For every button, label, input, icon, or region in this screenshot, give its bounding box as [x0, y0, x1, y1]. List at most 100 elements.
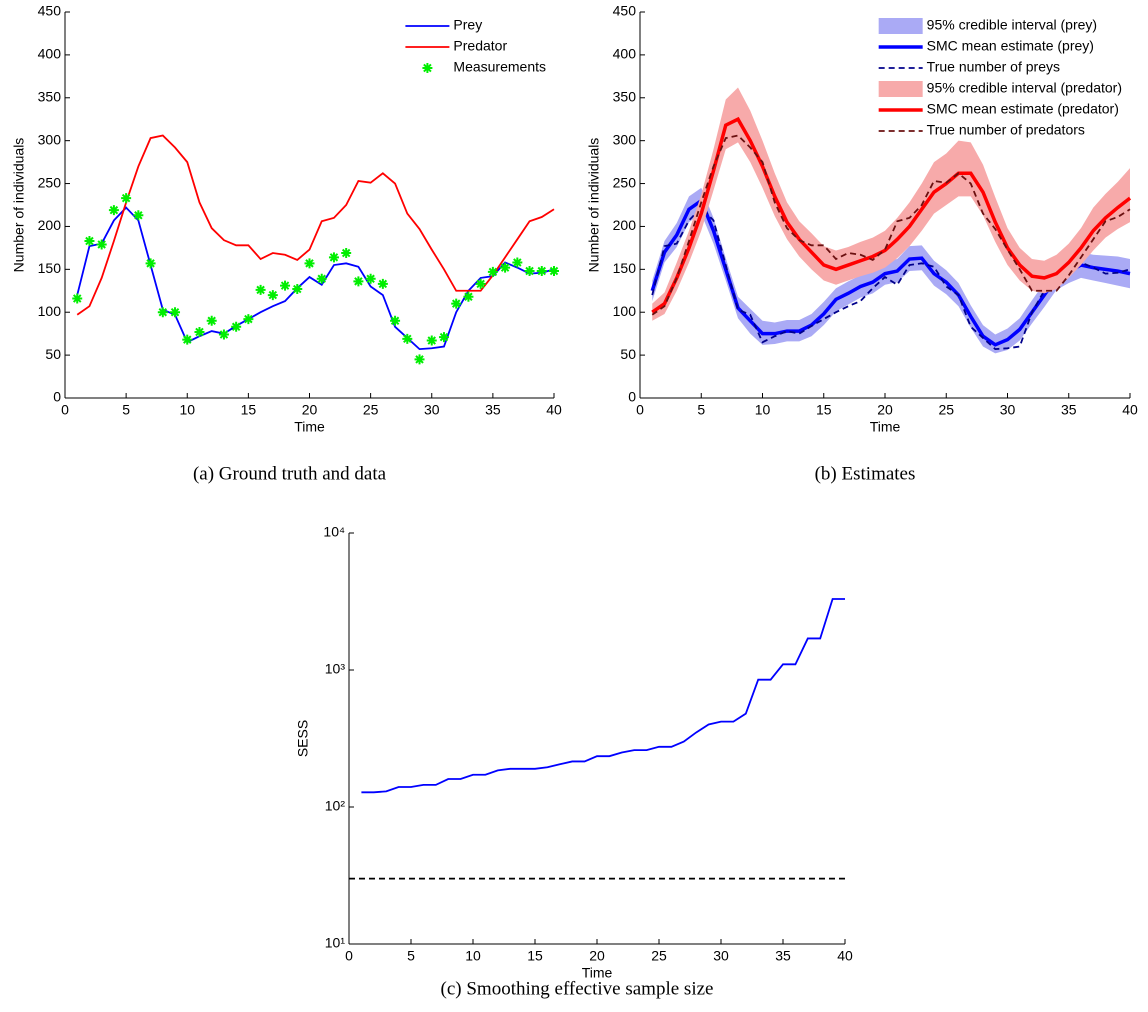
y-tick-label: 300: [38, 131, 62, 147]
x-tick-label: 20: [302, 402, 318, 418]
x-tick-label: 40: [546, 402, 562, 418]
legend-label: True number of preys: [927, 59, 1060, 75]
legend-label: Prey: [453, 17, 482, 33]
y-axis-label: Number of individuals: [586, 138, 602, 273]
measurement-marker: [170, 307, 181, 318]
y-tick-label: 10²: [325, 798, 346, 814]
x-axis-label: Time: [582, 965, 613, 981]
series-line: [76, 206, 555, 351]
chart: 0 5 10 15 20 25 30 35 40050100150200250300350400…: [11, 3, 562, 485]
x-tick-label: 0: [61, 402, 69, 418]
measurement-marker: [145, 258, 156, 269]
x-tick-label: 35: [485, 402, 501, 418]
y-tick-label: 100: [38, 303, 62, 319]
y-tick-label: 250: [613, 174, 637, 190]
y-tick-label: 10⁴: [323, 524, 345, 540]
y-tick-label: 400: [38, 46, 62, 62]
y-tick-label: 450: [613, 3, 637, 19]
chart: 0 5 10 15 20 25 30 35 40 10¹ 10² 10³ 10⁴ Time SESS (c) …: [295, 524, 853, 1000]
measurement-marker: [377, 278, 388, 289]
y-tick-label: 350: [38, 88, 62, 104]
series-line: [651, 116, 1132, 314]
legend-label: SMC mean estimate (prey): [927, 38, 1094, 54]
measurement-marker: [194, 326, 205, 337]
x-tick-label: 40: [1122, 402, 1138, 418]
x-tick-label: 40: [837, 948, 853, 964]
measurement-marker: [157, 307, 168, 318]
measurement-marker: [536, 266, 547, 277]
x-tick-label: 5: [697, 402, 705, 418]
measurement-marker: [206, 315, 217, 326]
caption: (b) Estimates: [815, 463, 916, 484]
y-tick-label: 250: [38, 174, 62, 190]
x-tick-label: 10: [755, 402, 771, 418]
measurement-marker: [451, 298, 462, 309]
measurement-marker: [549, 266, 559, 277]
x-tick-label: 10: [465, 948, 481, 964]
measurement-marker: [365, 273, 376, 284]
x-tick-label: 15: [241, 402, 257, 418]
measurement-marker: [524, 266, 535, 277]
measurement-marker: [84, 236, 95, 247]
legend-swatch: [878, 81, 923, 97]
y-tick-label: 300: [613, 131, 637, 147]
measurement-marker: [292, 284, 303, 295]
series-line: [651, 206, 1131, 351]
measurement-marker: [72, 293, 83, 304]
credible-band: [652, 87, 1130, 321]
measurement-marker: [133, 210, 144, 221]
measurement-marker: [267, 290, 278, 301]
measurement-marker: [96, 239, 107, 250]
x-axis-label: Time: [294, 419, 325, 435]
measurement-marker: [328, 252, 339, 263]
y-tick-label: 50: [620, 346, 636, 362]
series-line: [76, 134, 555, 316]
measurement-marker: [231, 321, 242, 332]
legend-swatch: [422, 63, 433, 73]
x-tick-label: 30: [1000, 402, 1016, 418]
measurement-marker: [500, 262, 511, 273]
legend-label: Measurements: [453, 59, 546, 75]
legend: Prey Predator Measurements: [405, 17, 546, 75]
x-tick-label: 15: [527, 948, 543, 964]
x-tick-label: 20: [589, 948, 605, 964]
measurement-marker: [108, 205, 119, 216]
series-line: [361, 598, 845, 794]
measurement-marker: [475, 278, 486, 289]
measurement-marker: [438, 332, 449, 343]
y-tick-label: 10³: [325, 661, 346, 677]
measurement-marker: [182, 334, 193, 345]
measurement-marker: [463, 291, 474, 302]
measurement-marker: [316, 273, 327, 284]
y-tick-label: 0: [53, 389, 61, 405]
x-tick-label: 30: [713, 948, 729, 964]
y-tick-label: 200: [38, 217, 62, 233]
x-tick-label: 10: [179, 402, 195, 418]
x-axis-label: Time: [870, 419, 901, 435]
chart: 0 5 10 15 20 25 30 35 40050100150200250300350400…: [586, 3, 1138, 485]
y-axis-label: SESS: [295, 720, 311, 757]
y-tick-label: 150: [613, 260, 637, 276]
x-tick-label: 25: [363, 402, 379, 418]
legend-label: 95% credible interval (prey): [927, 17, 1097, 33]
caption: (a) Ground truth and data: [193, 463, 387, 484]
x-tick-label: 20: [877, 402, 893, 418]
measurement-marker: [218, 329, 229, 340]
y-tick-label: 200: [613, 217, 637, 233]
y-axis-label: Number of individuals: [11, 138, 27, 273]
x-tick-label: 35: [1061, 402, 1077, 418]
y-tick-label: 400: [613, 46, 637, 62]
measurement-marker: [487, 266, 498, 277]
y-tick-label: 50: [45, 346, 61, 362]
measurement-marker: [280, 280, 291, 291]
x-tick-label: 0: [345, 948, 353, 964]
x-tick-label: 35: [775, 948, 791, 964]
y-tick-label: 450: [38, 3, 62, 19]
y-tick-label: 350: [613, 88, 637, 104]
measurement-marker: [243, 314, 254, 325]
x-tick-label: 15: [816, 402, 832, 418]
y-tick-label: 150: [38, 260, 62, 276]
measurement-marker: [390, 315, 401, 326]
x-tick-label: 30: [424, 402, 440, 418]
